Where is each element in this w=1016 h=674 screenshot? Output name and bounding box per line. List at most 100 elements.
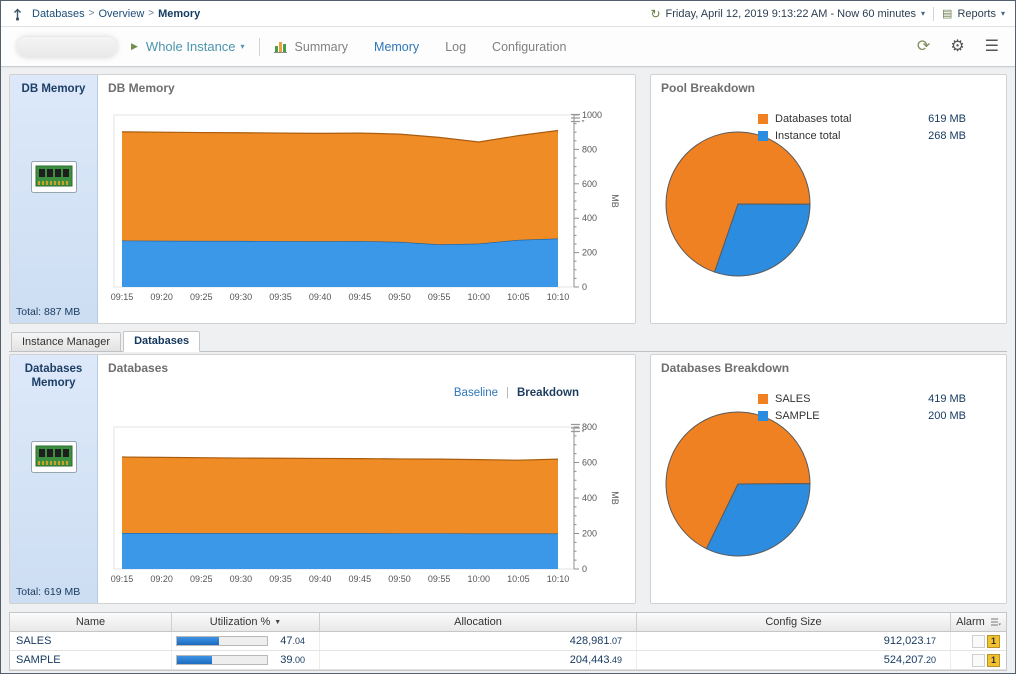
side-panel-total: Total: 619 MB: [16, 586, 81, 598]
legend-item: SAMPLE 200 MB: [758, 410, 966, 422]
refresh-icon[interactable]: ⟳: [916, 37, 931, 55]
alarm-normal-badge[interactable]: [972, 634, 985, 648]
toolbar-right-icons: ⟳ ⚙ ☰: [916, 37, 999, 55]
utilization-bar-fill: [177, 656, 213, 664]
col-label: Config Size: [765, 616, 822, 628]
table-row[interactable]: SALES 47.04 428,981.07 912,023.17 1: [10, 632, 1006, 651]
chart-title: Databases: [108, 361, 169, 375]
svg-text:0: 0: [582, 282, 587, 292]
breadcrumb-databases[interactable]: Databases: [32, 7, 85, 20]
chart-options-icon[interactable]: [571, 111, 585, 129]
legend-item: Instance total 268 MB: [758, 130, 966, 142]
config-size-value: 912,023.17: [637, 632, 951, 650]
col-utilization[interactable]: Utilization % ▼: [172, 613, 320, 631]
svg-text:09:30: 09:30: [230, 292, 253, 302]
nav-memory[interactable]: Memory: [374, 39, 420, 54]
table-header: Name Utilization % ▼ Allocation Config S…: [10, 613, 1006, 632]
baseline-link[interactable]: Baseline: [453, 387, 498, 399]
svg-text:09:45: 09:45: [349, 292, 372, 302]
db-memory-side-panel: DB Memory: [10, 75, 98, 323]
col-label: Alarm: [956, 616, 985, 628]
breadcrumb-bar: Databases > Overview > Memory ↻ Friday, …: [1, 1, 1015, 27]
db-name-cell[interactable]: SALES: [10, 632, 172, 650]
table-options-icon[interactable]: [990, 618, 1001, 626]
svg-text:09:45: 09:45: [349, 574, 372, 584]
col-config-size[interactable]: Config Size: [637, 613, 951, 631]
databases-panel: Databases Memory: [9, 354, 636, 604]
svg-text:10:10: 10:10: [547, 574, 570, 584]
alarm-warning-badge[interactable]: 1: [987, 653, 1000, 667]
databases-breakdown-title: Databases Breakdown: [661, 361, 790, 375]
svg-text:09:20: 09:20: [150, 574, 173, 584]
legend-value: 268 MB: [928, 130, 966, 142]
breadcrumb-separator-icon: >: [88, 8, 95, 19]
svg-text:09:25: 09:25: [190, 292, 213, 302]
timerange-control[interactable]: ↻ Friday, April 12, 2019 9:13:22 AM - No…: [650, 7, 925, 21]
breadcrumb-right-controls: ↻ Friday, April 12, 2019 9:13:22 AM - No…: [650, 6, 1005, 21]
legend-label: Instance total: [775, 130, 841, 142]
svg-text:10:00: 10:00: [467, 574, 490, 584]
gear-icon[interactable]: ⚙: [950, 37, 965, 55]
hamburger-menu-icon[interactable]: ☰: [984, 37, 999, 55]
divider: [933, 6, 935, 21]
sub-tabs: Instance Manager Databases: [9, 331, 1007, 352]
chart-title: DB Memory: [108, 81, 175, 95]
svg-text:600: 600: [582, 458, 597, 468]
svg-text:09:55: 09:55: [428, 574, 451, 584]
tab-databases[interactable]: Databases: [123, 331, 201, 352]
databases-table: Name Utilization % ▼ Allocation Config S…: [9, 612, 1007, 671]
legend-value: 619 MB: [928, 113, 966, 125]
svg-text:0: 0: [582, 564, 587, 574]
svg-text:MB: MB: [610, 491, 620, 505]
timerange-clock-icon: ↻: [650, 6, 661, 21]
alarm-normal-badge[interactable]: [972, 653, 985, 667]
utilization-bar-fill: [177, 637, 220, 645]
chevron-down-icon: ▾: [1000, 9, 1005, 18]
breadcrumb-overview[interactable]: Overview: [98, 7, 145, 20]
svg-text:09:55: 09:55: [428, 292, 451, 302]
legend-swatch: [758, 114, 768, 124]
legend-swatch: [758, 411, 768, 421]
pool-breakdown-panel: Pool Breakdown Databases total 619 MB In…: [650, 74, 1007, 324]
pool-breakdown-legend: Databases total 619 MB Instance total 26…: [758, 113, 966, 147]
db-memory-panel: DB Memory: [9, 74, 636, 324]
drilldown-arrow-icon: ▶: [131, 41, 138, 51]
tab-instance-manager[interactable]: Instance Manager: [11, 332, 122, 351]
nav-log[interactable]: Log: [445, 39, 467, 54]
reports-button[interactable]: ▤ Reports ▾: [942, 7, 1005, 21]
legend-value: 200 MB: [928, 410, 966, 422]
legend-label: SALES: [775, 393, 811, 405]
svg-text:200: 200: [582, 248, 597, 258]
allocation-value: 204,443.49: [320, 651, 637, 669]
memory-icon: [30, 161, 77, 198]
utilization-bar: [176, 636, 268, 646]
col-alarm[interactable]: Alarm: [951, 613, 1006, 631]
whole-instance-dropdown[interactable]: Whole Instance ▾: [146, 39, 245, 54]
breadcrumb-separator-icon: >: [148, 8, 155, 19]
nav-summary[interactable]: Summary: [294, 39, 349, 54]
chart-options-icon[interactable]: [571, 421, 585, 439]
legend-swatch: [758, 394, 768, 404]
table-row[interactable]: SAMPLE 39.00 204,443.49 524,207.20 1: [10, 651, 1006, 670]
col-allocation[interactable]: Allocation: [320, 613, 637, 631]
divider: |: [506, 387, 509, 399]
svg-text:10:05: 10:05: [507, 574, 530, 584]
breakdown-active[interactable]: Breakdown: [517, 387, 579, 399]
side-panel-title: Databases Memory: [24, 363, 83, 390]
col-name[interactable]: Name: [10, 613, 172, 631]
databases-area-chart: 0 200 400 600 800 09:15 09:20 09:25 09:30 09:35 09…: [111, 422, 620, 584]
svg-text:200: 200: [582, 529, 597, 539]
db-name-cell[interactable]: SAMPLE: [10, 651, 172, 669]
side-panel-total: Total: 887 MB: [16, 306, 81, 318]
db-memory-row: DB Memory: [9, 74, 1007, 324]
legend-value: 419 MB: [928, 393, 966, 405]
summary-chart-icon: [273, 41, 287, 53]
col-label: Name: [75, 616, 106, 628]
svg-text:800: 800: [582, 422, 597, 432]
nav-configuration[interactable]: Configuration: [492, 39, 567, 54]
reports-label: Reports: [957, 7, 996, 20]
svg-text:09:50: 09:50: [388, 292, 411, 302]
config-size-value: 524,207.20: [637, 651, 951, 669]
chevron-down-icon: ▾: [921, 9, 926, 18]
alarm-warning-badge[interactable]: 1: [987, 634, 1000, 648]
